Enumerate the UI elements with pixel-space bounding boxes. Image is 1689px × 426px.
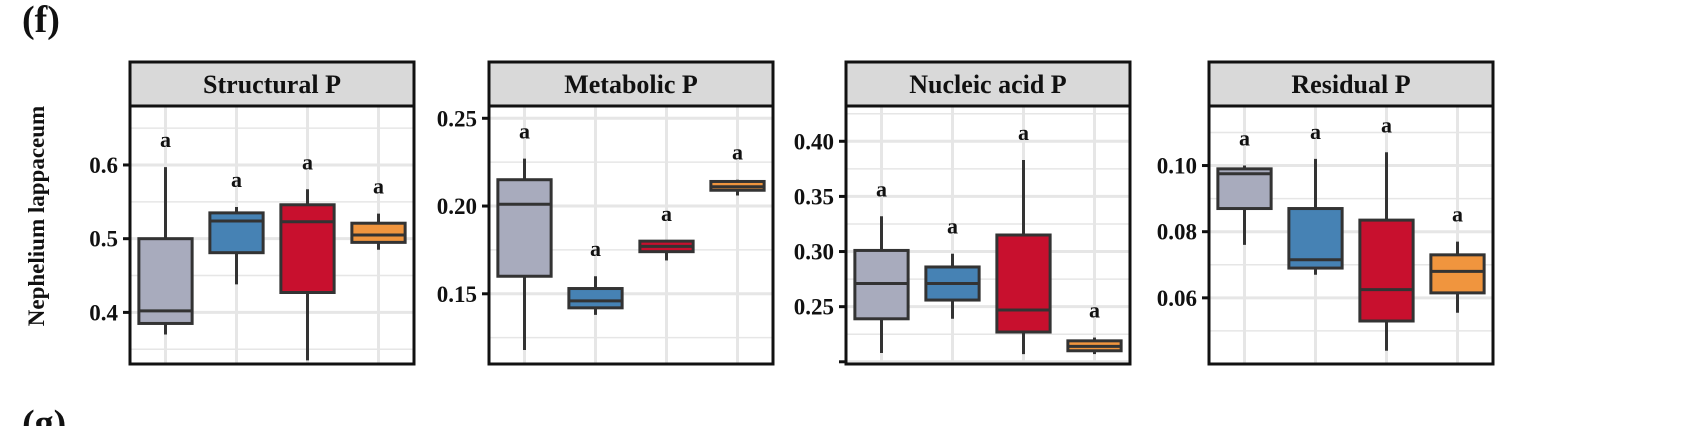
- strip-title: Structural P: [203, 70, 341, 99]
- y-tick-label: 0.20: [437, 194, 477, 219]
- strip-title: Residual P: [1291, 70, 1410, 99]
- box-group-3: a: [995, 120, 1052, 355]
- y-tick-label: 0.6: [89, 153, 118, 178]
- box-group-3: a: [638, 201, 695, 261]
- strip-header: [1207, 60, 1495, 108]
- box-group-3: a: [279, 149, 336, 361]
- significance-label: a: [947, 214, 958, 239]
- facet-panel-1: a a a a Structural P 0.4 0.5 0.6: [89, 60, 416, 366]
- strip-title: Nucleic acid P: [909, 70, 1067, 99]
- next-panel-label: (g): [22, 403, 66, 426]
- box-body: [496, 178, 553, 278]
- box-group-1: a: [137, 127, 194, 335]
- box-group-1: a: [496, 119, 553, 350]
- y-tick-label: 0.30: [794, 240, 834, 265]
- box-body: [350, 221, 407, 244]
- facet-panel-3: a a a a Nucleic acid P 0.25 0.30 0.35 0.40: [794, 60, 1132, 366]
- box-body: [567, 287, 624, 310]
- box-group-4: a: [1066, 298, 1123, 355]
- box-group-2: a: [1287, 119, 1344, 275]
- box-group-1: a: [853, 176, 910, 353]
- significance-label: a: [302, 149, 313, 174]
- significance-label: a: [519, 119, 530, 144]
- strip-header: [844, 60, 1132, 108]
- significance-label: a: [160, 127, 171, 152]
- significance-label: a: [590, 236, 601, 261]
- box-group-4: a: [1429, 202, 1486, 313]
- box-body: [995, 233, 1052, 334]
- significance-label: a: [231, 167, 242, 192]
- strip-title: Metabolic P: [564, 70, 698, 99]
- box-group-1: a: [1216, 126, 1273, 245]
- box-body: [1216, 167, 1273, 211]
- box-group-3: a: [1358, 112, 1415, 351]
- significance-label: a: [876, 176, 887, 201]
- facet-panel-4: a a a a Residual P 0.06 0.08 0.10: [1157, 60, 1495, 366]
- significance-label: a: [1310, 119, 1321, 144]
- significance-label: a: [1018, 120, 1029, 145]
- strip-header: [487, 60, 775, 108]
- box-body: [137, 237, 194, 325]
- y-axis-label: Nephelium lappaceum: [24, 106, 49, 326]
- box-group-2: a: [567, 236, 624, 315]
- box-body: [279, 203, 336, 294]
- box-body: [1358, 218, 1415, 323]
- box-body: [1429, 253, 1486, 295]
- facet-panels: a a a a Structural P 0.4 0.5 0.6 a a a a Metabolic P…: [89, 60, 1495, 366]
- y-tick-label: 0.15: [437, 282, 477, 307]
- panel-label: (f): [22, 0, 60, 41]
- box-group-4: a: [709, 140, 766, 196]
- box-group-4: a: [350, 174, 407, 250]
- box-body: [1287, 207, 1344, 270]
- y-tick-label: 0.08: [1157, 220, 1197, 245]
- y-tick-label: 0.25: [794, 295, 834, 320]
- significance-label: a: [1239, 126, 1250, 151]
- significance-label: a: [373, 174, 384, 199]
- plot-background: [846, 106, 1130, 364]
- box-body: [208, 211, 265, 255]
- y-tick-label: 0.10: [1157, 154, 1197, 179]
- box-group-2: a: [924, 214, 981, 319]
- y-tick-label: 0.35: [794, 184, 834, 209]
- y-tick-label: 0.5: [89, 227, 118, 252]
- significance-label: a: [1089, 298, 1100, 323]
- y-tick-label: 0.40: [794, 129, 834, 154]
- y-tick-label: 0.06: [1157, 286, 1197, 311]
- y-tick-label: 0.25: [437, 106, 477, 131]
- significance-label: a: [661, 201, 672, 226]
- significance-label: a: [1452, 202, 1463, 227]
- significance-label: a: [1381, 112, 1392, 137]
- significance-label: a: [732, 140, 743, 165]
- strip-header: [128, 60, 416, 108]
- plot-background: [1209, 106, 1493, 364]
- y-tick-label: 0.4: [89, 300, 118, 325]
- facet-panel-2: a a a a Metabolic P 0.15 0.20 0.25: [437, 60, 775, 366]
- box-group-2: a: [208, 167, 265, 285]
